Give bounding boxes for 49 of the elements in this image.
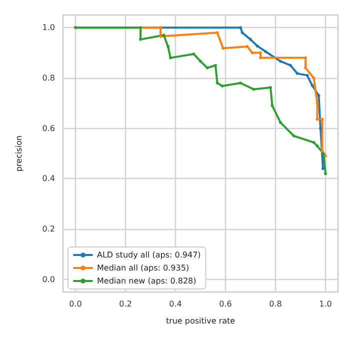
point [289,64,292,67]
x-tick-label: 0.6 [219,300,232,308]
point [222,46,224,50]
point [322,167,324,170]
y-tick-label: 1.0 [42,23,55,32]
point [246,44,249,48]
point [296,72,299,75]
point [249,38,252,41]
point [312,140,316,144]
point [279,60,282,63]
y-tick-label: 0.0 [42,274,55,284]
point [270,104,274,108]
point [319,126,322,130]
x-tick-label: 1.0 [319,300,332,308]
point [199,60,202,63]
point [310,84,314,88]
point [256,44,259,48]
legend-label: Median new (aps: 0.828) [97,276,196,286]
point [306,74,309,77]
point [292,134,296,138]
y-tick-label: 0.2 [42,224,55,234]
point [216,31,219,34]
y-axis-title: precision [14,135,24,172]
point [250,51,254,54]
point [316,144,319,148]
point [216,81,219,84]
y-tick-label: 0.6 [42,124,55,133]
point [312,76,316,80]
point [220,84,224,88]
x-tick-label: 0.2 [119,300,132,308]
x-tick-label: 0.0 [69,300,82,308]
point [316,102,319,105]
y-tick-label: 0.4 [42,174,55,184]
x-tick-label: 0.8 [269,300,282,308]
point [214,64,217,67]
legend-label: Median all (aps: 0.935) [97,264,190,272]
point [240,31,244,34]
point [206,66,209,70]
y-tick-label: 0.8 [42,73,55,82]
x-tick-label: 0.4 [169,300,182,308]
point [159,34,162,38]
x-axis-title: true positive rate [166,316,236,326]
point [252,88,256,91]
point [162,34,166,37]
point [324,172,327,176]
point [317,94,320,98]
legend-label: ALD study all (aps: 0.947) [97,250,201,260]
point [192,52,196,56]
point [320,149,324,152]
